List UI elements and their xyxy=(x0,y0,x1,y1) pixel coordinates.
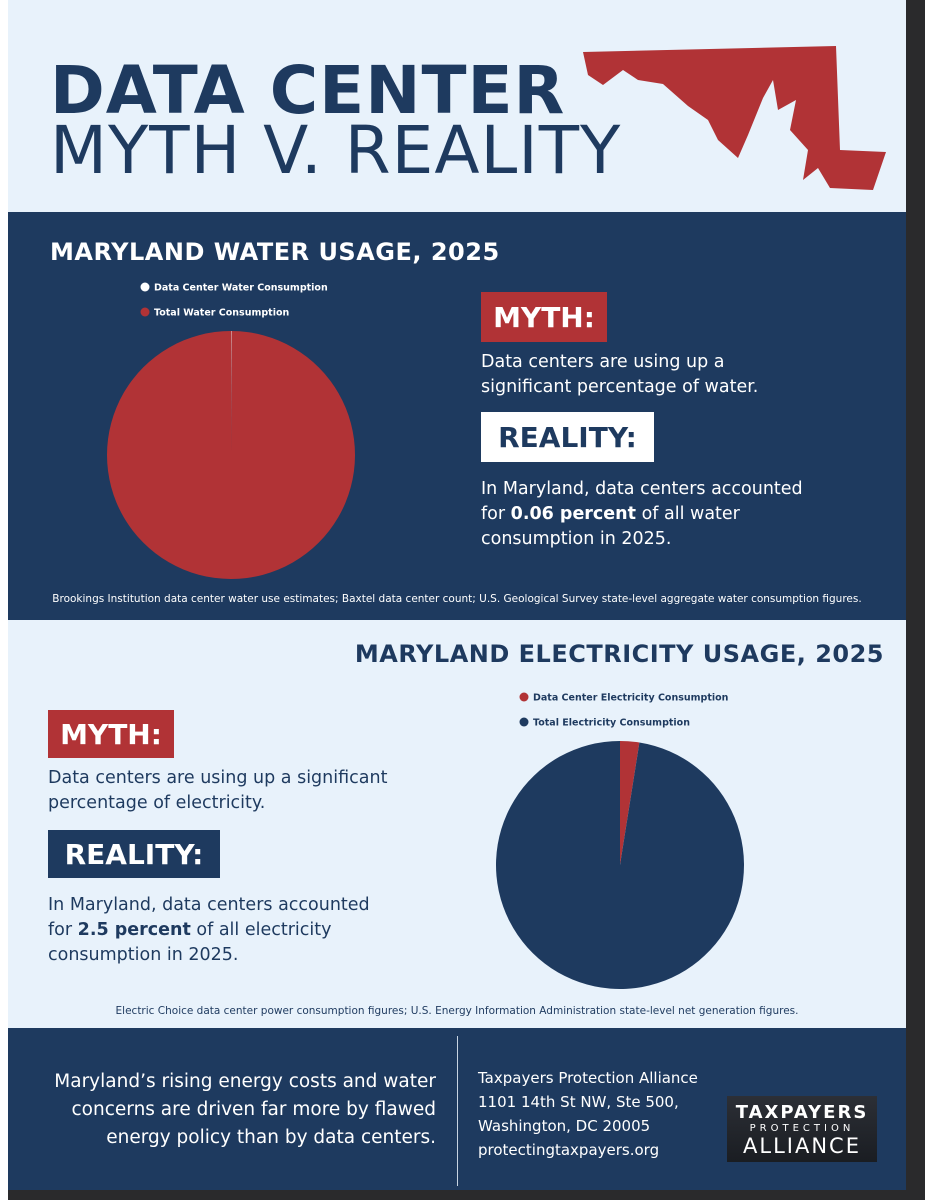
legend-label: Total Electricity Consumption xyxy=(533,718,690,729)
reality-text-start: In Maryland, data centers accounted for xyxy=(481,479,803,524)
section-title: MARYLAND ELECTRICITY USAGE, 2025 xyxy=(354,640,884,668)
legend-label: Total Water Consumption xyxy=(154,308,289,319)
pie-slice xyxy=(495,741,744,989)
legend-marker xyxy=(519,692,529,702)
reality-text: In Maryland, data centers accounted for … xyxy=(481,477,816,552)
myth-label: MYTH: xyxy=(48,710,174,758)
footer: Maryland’s rising energy costs and water… xyxy=(8,1028,906,1190)
logo: TAXPAYERS PROTECTION ALLIANCE xyxy=(727,1096,877,1162)
myth-text: Data centers are using up a significant … xyxy=(48,768,388,813)
reality-label: REALITY: xyxy=(481,412,654,462)
pie-slice xyxy=(107,331,356,579)
title-line1: DATA CENTER xyxy=(50,52,566,129)
myth-label: MYTH: xyxy=(481,292,607,342)
section-title: MARYLAND WATER USAGE, 2025 xyxy=(50,238,500,266)
maryland-map xyxy=(583,46,886,190)
edge xyxy=(0,0,8,1200)
address-line: protectingtaxpayers.org xyxy=(478,1141,660,1159)
reality-label: REALITY: xyxy=(48,830,220,878)
pie-slice xyxy=(620,741,640,865)
water-section: MARYLAND WATER USAGE, 2025 Data Center W… xyxy=(8,212,906,620)
address: Taxpayers Protection Alliance 1101 14th S… xyxy=(478,1066,698,1162)
reality-text-start: In Maryland, data centers accounted for xyxy=(48,895,370,940)
title-line2: MYTH V. REALITY xyxy=(50,112,622,189)
address-line: Washington, DC 20005 xyxy=(478,1117,651,1135)
reality-text: In Maryland, data centers accounted for … xyxy=(48,893,378,968)
address-line: 1101 14th St NW, Ste 500, xyxy=(478,1093,679,1111)
reality-text-end: of all electricity consumption in 2025. xyxy=(48,920,332,965)
myth-text: Data centers are using up a significant … xyxy=(481,352,759,397)
legend-label: Data Center Water Consumption xyxy=(154,283,328,294)
footer-statement: Maryland’s rising energy costs and water… xyxy=(54,1071,436,1148)
logo-line: PROTECTION xyxy=(749,1123,855,1134)
logo-line: TAXPAYERS xyxy=(735,1102,869,1123)
source-note: Electric Choice data center power consum… xyxy=(115,1005,799,1017)
address-line: Taxpayers Protection Alliance xyxy=(478,1069,698,1087)
reality-highlight: 0.06 percent xyxy=(510,504,637,524)
legend-marker xyxy=(140,282,150,292)
reality-text-end: of all water consumption in 2025. xyxy=(481,504,740,549)
legend-label: Data Center Electricity Consumption xyxy=(533,693,729,704)
reality-highlight: 2.5 percent xyxy=(77,920,191,940)
divider xyxy=(457,1036,458,1186)
source-note: Brookings Institution data center water … xyxy=(52,593,862,605)
legend-marker xyxy=(519,717,529,727)
logo-line: ALLIANCE xyxy=(743,1134,861,1158)
legend-marker xyxy=(140,307,150,317)
map-shape xyxy=(583,46,886,190)
electricity-pie: Data Center Electricity Consumption Total… xyxy=(495,692,744,989)
header: DATA CENTER MYTH V. REALITY xyxy=(8,0,906,212)
electricity-section: MARYLAND ELECTRICITY USAGE, 2025 Data Ce… xyxy=(8,620,906,1028)
water-pie: Data Center Water Consumption Total Water… xyxy=(107,282,356,579)
